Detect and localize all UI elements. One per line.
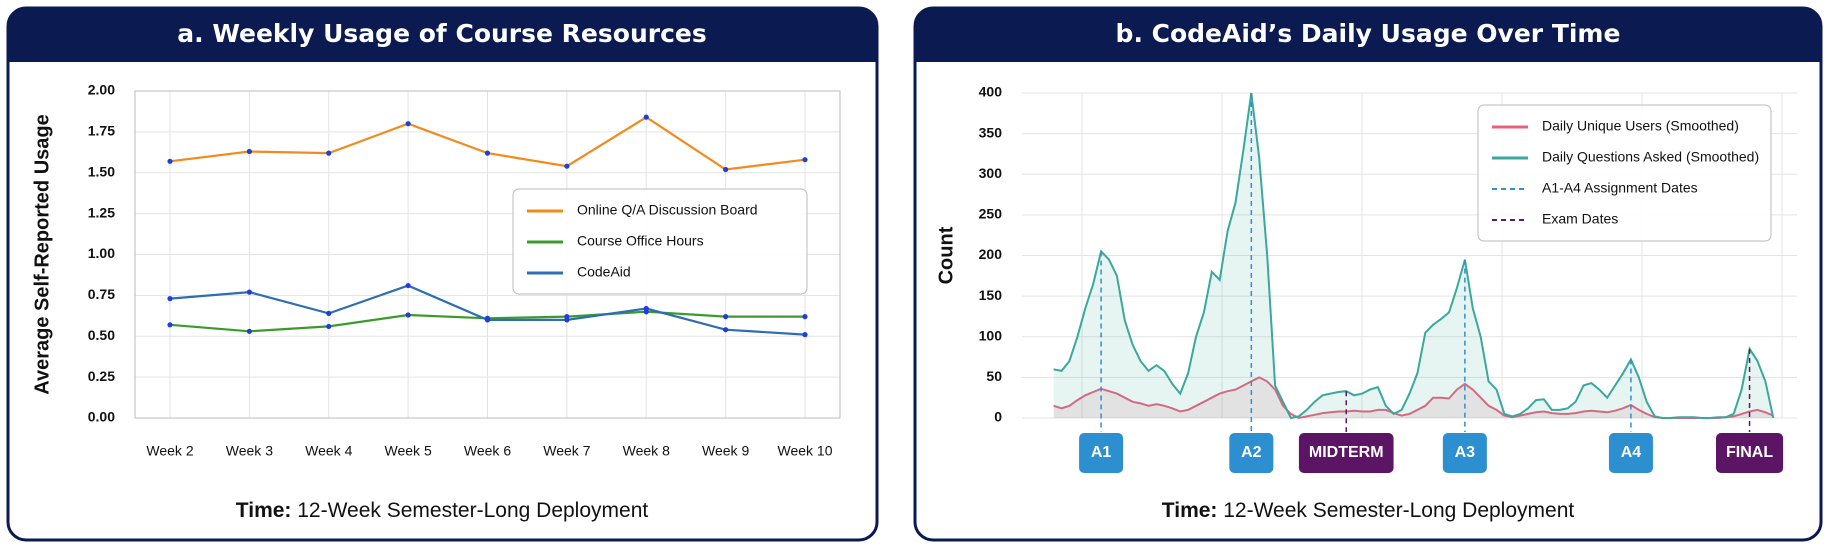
legend-label: A1-A4 Assignment Dates (1542, 180, 1698, 196)
y-tick-label: 0 (994, 409, 1002, 425)
y-tick-label: 0.75 (88, 286, 115, 302)
point (326, 150, 332, 156)
point (405, 282, 411, 289)
area (1053, 93, 1774, 418)
chart-title: a. Weekly Usage of Course Resources (177, 19, 706, 48)
event-label: A4 (1621, 444, 1642, 461)
point (246, 148, 252, 155)
x-axis-label-text: 12-Week Semester-Long Deployment (1217, 499, 1574, 522)
legend-box (512, 188, 808, 295)
y-tick-label: 0.00 (88, 409, 115, 425)
x-tick-label: Week 9 (702, 443, 749, 459)
legend-label: Daily Unique Users (Smoothed) (1542, 118, 1739, 134)
point (405, 121, 411, 127)
plot-frame (134, 90, 841, 419)
x-tick-label: Week 10 (778, 443, 833, 459)
x-axis-label-text: 12-Week Semester-Long Deployment (291, 499, 648, 522)
chart-title: b. CodeAid’s Daily Usage Over Time (1116, 19, 1621, 48)
legend: Online Q/A Discussion Board Course Office… (512, 188, 808, 295)
point (326, 310, 332, 316)
point (167, 296, 173, 302)
event-badge (1715, 433, 1784, 473)
point (643, 305, 649, 312)
y-axis-label: Average Self-Reported Usage (31, 114, 53, 394)
point (564, 317, 570, 323)
x-axis-label: Time: 12-Week Semester-Long Deployment (1162, 499, 1575, 522)
point (246, 289, 252, 295)
y-tick-label: 200 (979, 246, 1003, 262)
y-tick-label: 1.75 (88, 123, 115, 139)
x-tick-label: Week 7 (543, 443, 590, 459)
legend-label: Course Office Hours (577, 233, 704, 249)
legend-label: Exam Dates (1542, 211, 1618, 227)
point (723, 327, 729, 333)
event-badge (1442, 433, 1487, 473)
y-tick-label: 1.50 (88, 163, 115, 179)
point (167, 322, 173, 328)
event-badge (1608, 433, 1653, 473)
legend: Daily Unique Users (Smoothed) Daily Quest… (1477, 104, 1772, 242)
line (1053, 376, 1774, 420)
x-tick-label: Week 4 (305, 443, 352, 459)
point (167, 158, 173, 164)
y-tick-label: 0.50 (88, 327, 115, 343)
point (246, 328, 252, 334)
x-tick-label: Week 5 (385, 443, 432, 459)
point (405, 312, 411, 318)
y-tick-label: 0.25 (88, 368, 115, 384)
point (484, 317, 491, 323)
event-label: FINAL (1726, 444, 1773, 461)
y-tick-label: 1.25 (88, 204, 115, 220)
x-tick-label: Week 3 (226, 443, 273, 459)
event-label: A3 (1455, 444, 1476, 461)
legend-label: CodeAid (577, 264, 631, 280)
event-label: MIDTERM (1309, 444, 1384, 461)
point (484, 150, 491, 156)
legend-label: Online Q/A Discussion Board (577, 202, 758, 218)
area (1053, 377, 1774, 418)
legend-label: Daily Questions Asked (Smoothed) (1542, 149, 1759, 165)
point (643, 114, 649, 120)
point (802, 314, 808, 320)
y-tick-label: 250 (979, 206, 1003, 222)
event-label: A1 (1091, 444, 1112, 461)
y-tick-label: 1.00 (88, 245, 115, 261)
panel-header (915, 8, 1821, 62)
y-tick-label: 50 (986, 368, 1002, 384)
x-axis-label: Time: 12-Week Semester-Long Deployment (236, 499, 649, 522)
event-badge (1298, 433, 1394, 473)
point (326, 323, 332, 330)
y-tick-label: 100 (979, 327, 1003, 343)
panel-a: a. Weekly Usage of Course Resources (6, 6, 879, 542)
x-tick-label: Week 6 (464, 443, 511, 459)
event-label: A2 (1241, 444, 1262, 461)
point (802, 332, 808, 338)
x-axis-label-bold: Time: (236, 499, 292, 522)
point (802, 157, 808, 163)
point (564, 163, 570, 169)
legend-box (1477, 104, 1772, 242)
x-tick-label: Week 2 (146, 443, 193, 459)
point (723, 314, 729, 320)
line (1053, 92, 1775, 420)
y-tick-label: 350 (979, 124, 1003, 140)
event-badge (1079, 433, 1124, 473)
y-tick-label: 400 (979, 84, 1003, 100)
chart-a: 0.00 0.25 0.50 0.75 1.00 1.25 1.50 1.75 2.00 Week… (31, 82, 841, 522)
x-tick-label: Week 8 (623, 443, 670, 459)
chart-b: 0 50 100 150 200 250 300 350 400 Count Time: 12-We… (935, 84, 1797, 522)
event-badge (1229, 433, 1274, 473)
x-axis-label-bold: Time: (1162, 499, 1218, 522)
panel-header (8, 8, 877, 62)
y-tick-label: 300 (979, 165, 1003, 181)
y-axis-label: Count (935, 226, 957, 284)
y-tick-label: 150 (979, 287, 1003, 303)
point (723, 166, 729, 173)
y-tick-label: 2.00 (88, 82, 115, 98)
